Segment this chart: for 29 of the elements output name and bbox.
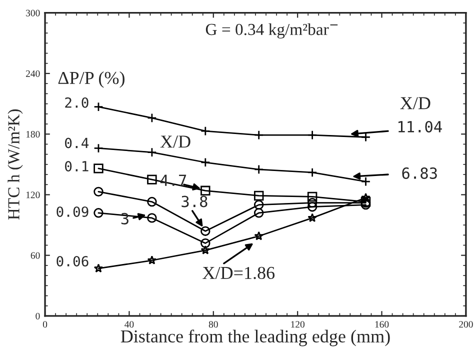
- annotation: 6.83: [402, 167, 437, 179]
- annotation: X/D: [400, 97, 430, 110]
- x-tick-label: 0: [42, 321, 48, 328]
- y-tick-label: 60: [30, 252, 40, 259]
- y-axis-title: HTC h (W/m²K): [8, 109, 23, 220]
- x-axis-title: Distance from the leading edge (mm): [120, 330, 390, 346]
- annotation: ΔP/P (%): [58, 71, 124, 88]
- y-tick-label: 0: [36, 312, 40, 320]
- x-tick-label: 40: [124, 321, 134, 328]
- annotation: 0.06: [56, 256, 88, 266]
- annotation: 3.8: [182, 196, 208, 208]
- annotation: 4.7: [160, 174, 186, 186]
- x-tick-label: 80: [208, 321, 218, 328]
- annotation: 0.09: [56, 206, 88, 217]
- annotation: 3: [121, 212, 128, 224]
- y-tick-label: 180: [26, 130, 40, 138]
- annotation: X/D: [160, 136, 190, 148]
- y-tick-label: 300: [26, 10, 40, 16]
- x-tick-label: 160: [375, 321, 389, 328]
- text: G = 0.34 kg/m²bar$^{−}$: [206, 23, 338, 39]
- x-tick-label: 120: [291, 321, 304, 328]
- x-tick-label: 200: [459, 321, 473, 328]
- y-tick-label: 120: [26, 192, 40, 198]
- y-tick-label: 240: [26, 70, 40, 77]
- annotation: 11.04: [398, 120, 442, 132]
- annotation: 2.0: [65, 97, 88, 108]
- annotation: X/D=1.86: [202, 266, 275, 280]
- annotation: 0.1: [65, 160, 88, 172]
- annotation: 0.4: [65, 138, 89, 148]
